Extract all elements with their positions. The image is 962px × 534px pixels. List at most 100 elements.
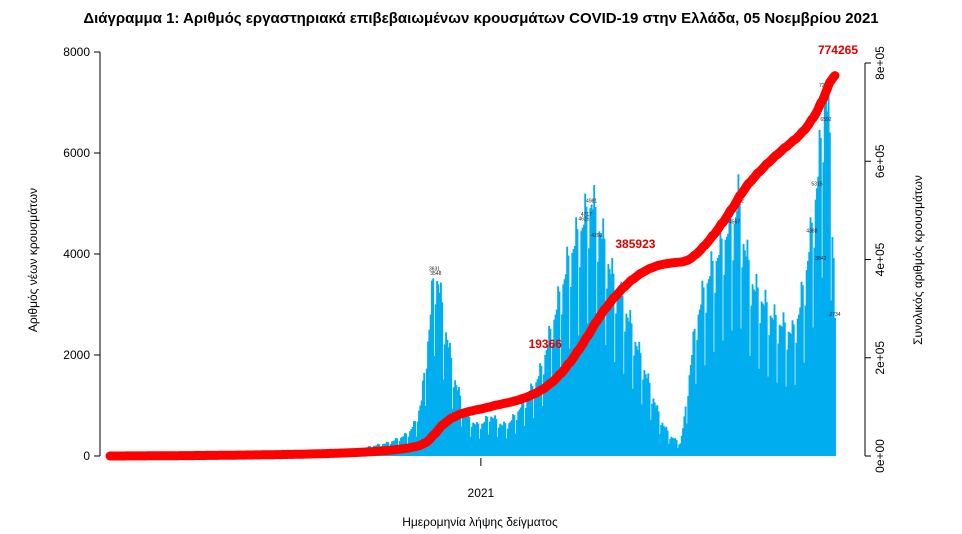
bar [546,344,549,456]
bar [534,395,536,456]
bar [539,363,542,456]
bar [625,313,628,456]
bar [752,289,755,456]
bar [637,349,639,456]
bar [436,280,439,456]
bar [500,424,503,456]
bar [420,400,423,456]
left-y-tick-label: 6000 [63,146,90,160]
bar [768,334,771,456]
bar [685,423,688,456]
bar [630,323,633,456]
bar [503,421,505,456]
cumulative-value-label: 774265 [818,43,858,57]
bar [727,233,730,456]
bar [754,291,757,456]
bar [586,323,589,456]
bar [451,408,454,456]
bar [660,425,663,456]
bar [423,372,426,456]
bar [615,313,618,456]
bar [705,312,708,456]
bar [499,423,502,456]
bar [732,260,735,456]
bar [474,424,477,456]
bar [446,339,449,456]
bar [693,328,696,456]
bar [437,284,440,456]
right-y-tick-label: 0e+00 [873,439,887,473]
bar [622,373,625,456]
bar [783,322,786,456]
bar [648,382,651,456]
bar [416,421,419,456]
bar [809,217,812,456]
bar-value-label: 3842 [815,256,826,262]
bar [781,326,784,456]
cumulative-line [105,71,840,461]
bar [750,305,753,456]
bar [449,342,451,456]
bar [490,416,493,456]
bar [443,344,446,456]
bar [701,280,704,456]
right-y-axis: 0e+00 2e+05 4e+05 6e+05 8e+05 [864,46,887,473]
bar [694,383,697,456]
bar [523,426,526,456]
bar [524,407,527,456]
bar [758,368,760,456]
left-y-tick-label: 8000 [63,45,90,59]
bar [495,418,498,456]
bar [548,325,551,456]
bar [827,82,830,456]
bar [722,340,724,456]
bar [834,317,836,456]
bar [624,331,627,456]
bar [812,327,815,456]
bar [761,303,764,456]
bar [658,434,661,456]
bar [588,248,590,456]
bar [447,347,450,456]
bar [697,314,700,456]
bar [818,129,821,456]
bar-value-label: 4567 [729,219,740,225]
bar [714,292,717,456]
bar [814,199,817,456]
bar [724,239,727,456]
bar [450,357,453,456]
bar [508,423,511,456]
bar [465,414,468,456]
bar [485,415,487,456]
bar [472,422,475,456]
bar [488,421,491,456]
bar [518,409,521,456]
bar-value-label: 6592 [820,117,831,123]
bar [543,374,545,456]
bar [813,247,816,456]
bar [481,423,484,456]
bar [741,267,744,456]
bar [414,421,417,456]
bar-value-label: 3548 [430,271,441,277]
bar [698,309,701,456]
bar [620,281,623,456]
cumulative-line-series [105,71,840,461]
bar [628,321,630,456]
bar [687,395,690,456]
bar [598,231,601,456]
bar [651,403,654,456]
bar [464,412,467,456]
bar [626,317,629,456]
bar [718,255,721,456]
bar [823,89,826,457]
bar [765,302,768,456]
bar [710,251,713,456]
bar [805,270,808,456]
bar [442,379,445,456]
bar [799,307,802,456]
bar [808,251,811,456]
bar [600,238,603,456]
bar [713,352,715,456]
bar [621,295,624,456]
